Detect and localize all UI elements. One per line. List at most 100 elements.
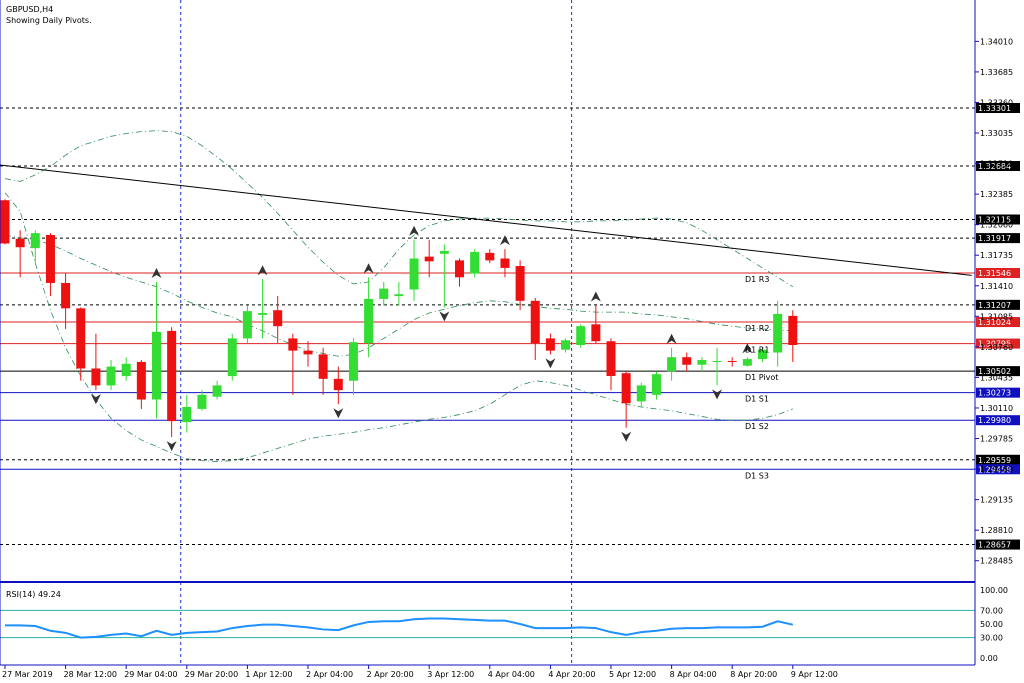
candle-body <box>288 338 298 351</box>
fractals-group <box>90 225 753 452</box>
pivot-price-box <box>976 387 1020 398</box>
candle-body <box>561 340 571 350</box>
candle <box>773 300 783 367</box>
x-tick-label: 5 Apr 12:00 <box>609 670 656 679</box>
candle <box>30 230 40 264</box>
candle <box>212 380 222 400</box>
x-tick-label: 4 Apr 20:00 <box>548 670 595 679</box>
candle-body <box>530 300 540 344</box>
y-tick-label: 1.33685 <box>980 68 1013 77</box>
candle-body <box>485 252 495 261</box>
pivot-level-name: D1 Pivot <box>745 373 778 382</box>
candle-body <box>606 341 616 377</box>
fractal-arrow-down <box>166 441 177 452</box>
trendline <box>0 164 972 276</box>
candle <box>667 347 677 381</box>
candle <box>576 324 586 348</box>
fractal-arrow-up <box>363 263 374 274</box>
candle-body <box>45 235 55 283</box>
y-tick-label: 1.29460 <box>980 465 1013 474</box>
candle <box>530 297 540 361</box>
x-tick-label: 29 Mar 20:00 <box>185 670 238 679</box>
rsi-y-tick-label: 30.00 <box>980 634 1003 643</box>
fractal-arrow-down <box>545 358 556 369</box>
pivot-level-name: D1 S2 <box>745 422 769 431</box>
rsi-y-tick-label: 0.00 <box>980 654 998 663</box>
candle-body <box>121 363 131 377</box>
bollinger-middle-band <box>4 234 793 357</box>
candle <box>697 357 707 372</box>
candle <box>682 352 692 372</box>
x-axis-group: 27 Mar 2019 28 Mar 12:00 29 Mar 04:00 29 Ma… <box>2 665 838 679</box>
rsi-y-tick-label: 50.00 <box>980 620 1003 629</box>
candle <box>651 371 661 400</box>
y-tick-label: 1.34010 <box>980 37 1013 46</box>
pivot-price-label: 1.31024 <box>978 318 1011 327</box>
y-tick-label: 1.33360 <box>980 98 1013 107</box>
separator-group <box>180 0 573 665</box>
rsi-title: RSI(14) 49.24 <box>6 590 61 599</box>
candle <box>591 305 601 344</box>
x-tick-label: 8 Apr 04:00 <box>670 670 717 679</box>
pivot-level-name: D1 R1 <box>745 346 769 355</box>
candle-body <box>242 311 252 339</box>
candle <box>500 249 510 278</box>
candle-body <box>742 359 752 366</box>
candle-body <box>197 394 207 409</box>
candle-body <box>30 233 40 249</box>
candle-body <box>212 385 222 397</box>
candle <box>288 333 298 395</box>
y-tick-label: 1.28810 <box>980 526 1013 535</box>
fractal-arrow-down <box>621 431 632 442</box>
pivot-price-box <box>976 103 1020 114</box>
candle-body <box>61 282 71 309</box>
fractal-arrow-down <box>712 389 723 400</box>
candle-body <box>439 250 449 254</box>
candle <box>712 347 722 386</box>
candle <box>182 394 192 433</box>
pivot-price-label: 1.31207 <box>978 301 1011 310</box>
candle <box>152 282 161 419</box>
x-tick-label: 8 Apr 20:00 <box>730 670 777 679</box>
candle-body <box>455 260 464 278</box>
candle <box>76 307 86 381</box>
candle-body <box>470 251 480 274</box>
fractal-arrow-up <box>666 333 677 344</box>
fractal-arrow-down <box>333 408 344 419</box>
candle-body <box>152 331 161 400</box>
candle <box>197 390 207 411</box>
pivot-price-box <box>976 539 1020 550</box>
candle <box>727 357 737 367</box>
fractal-arrow-down <box>90 394 101 405</box>
candle <box>242 305 252 344</box>
pivot-price-label: 1.32684 <box>978 162 1011 171</box>
candle-body <box>15 238 25 248</box>
candle-body <box>106 366 116 386</box>
fractal-arrow-up <box>151 268 162 279</box>
fractal-arrow-up <box>257 265 268 276</box>
fractal-arrow-up <box>499 235 510 246</box>
pivot-price-label: 1.28657 <box>978 541 1011 550</box>
pivot-level-name: D1 S3 <box>745 471 769 480</box>
y-tick-label: 1.29785 <box>980 435 1013 444</box>
candle-body <box>318 354 328 379</box>
pivot-names-group: D1 R3 D1 R2 D1 R1 D1 Pivot D1 S1 D1 S2 D1 S3 <box>745 275 778 480</box>
pivot-price-label: 1.33301 <box>978 104 1011 113</box>
chart-symbol-title: GBPUSD,H4 <box>6 5 53 14</box>
candle <box>621 371 631 428</box>
y-tick-label: 1.30435 <box>980 373 1013 382</box>
candle-body <box>167 330 177 422</box>
pivot-price-label: 1.30795 <box>978 340 1011 349</box>
candle <box>303 341 313 367</box>
candle-body <box>136 361 146 400</box>
candles-group[interactable] <box>0 199 798 438</box>
bollinger-lower-band <box>4 192 793 462</box>
pivot-price-box <box>976 233 1020 244</box>
rsi-panel <box>0 581 975 666</box>
pivot-price-label: 1.29980 <box>978 416 1011 425</box>
candle <box>318 347 328 395</box>
candle-body <box>621 373 631 404</box>
candle <box>515 260 525 311</box>
candle-body <box>500 258 510 268</box>
